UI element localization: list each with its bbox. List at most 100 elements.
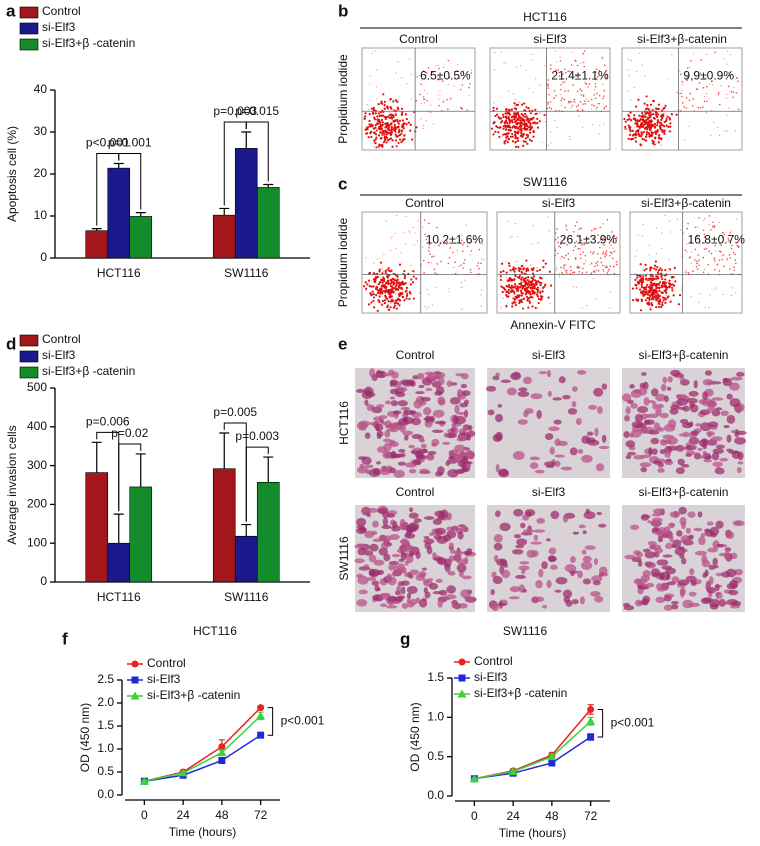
cell-dot bbox=[383, 135, 387, 138]
cell-dot bbox=[528, 282, 531, 284]
cell-dot bbox=[378, 288, 382, 291]
stained-cell bbox=[461, 575, 472, 580]
cell-dot bbox=[597, 234, 599, 236]
stained-cell bbox=[685, 453, 692, 457]
stained-cell bbox=[625, 440, 636, 448]
x-tick-label: 72 bbox=[584, 809, 598, 823]
error-bar bbox=[219, 207, 230, 216]
cell-dot bbox=[498, 117, 501, 120]
cell-dot bbox=[378, 114, 381, 118]
cell-dot bbox=[722, 293, 724, 296]
cell-dot bbox=[673, 266, 676, 269]
cell-dot bbox=[688, 74, 690, 76]
cell-dot bbox=[526, 125, 529, 128]
cell-dot bbox=[526, 135, 529, 139]
x-tick-label: 0 bbox=[471, 809, 478, 823]
cell-dot bbox=[688, 257, 691, 259]
stained-cell bbox=[490, 589, 495, 596]
cell-dot bbox=[557, 252, 559, 255]
cell-dot bbox=[560, 83, 563, 86]
cell-dot bbox=[643, 288, 646, 291]
legend-swatch bbox=[19, 6, 39, 19]
stained-cell bbox=[385, 373, 391, 377]
cell-dot bbox=[541, 299, 544, 301]
cell-dot bbox=[376, 300, 378, 302]
cell-dot bbox=[656, 271, 660, 274]
cell-dot bbox=[656, 130, 659, 133]
cell-dot bbox=[523, 128, 526, 131]
stained-cell bbox=[655, 393, 667, 402]
y-tick-label: 0 bbox=[40, 250, 47, 264]
cell-dot bbox=[595, 269, 597, 271]
stained-cell bbox=[706, 521, 714, 526]
cell-dot bbox=[569, 70, 571, 73]
cell-dot bbox=[646, 111, 649, 114]
cell-dot bbox=[525, 259, 528, 262]
cell-dot bbox=[395, 279, 398, 283]
cell-dot bbox=[712, 84, 714, 86]
cell-dot bbox=[482, 243, 484, 245]
stained-cell bbox=[425, 387, 433, 392]
cell-dot bbox=[534, 306, 537, 309]
panel-title: SW1116 bbox=[523, 175, 568, 189]
cell-dot bbox=[373, 262, 375, 264]
cell-dot bbox=[699, 293, 701, 295]
cell-dot bbox=[397, 281, 400, 284]
stained-cell bbox=[376, 569, 385, 576]
plot-label: Control bbox=[405, 196, 444, 210]
cell-dot bbox=[410, 278, 413, 281]
cell-dot bbox=[704, 95, 706, 98]
cell-dot bbox=[667, 295, 670, 298]
cell-dot bbox=[557, 69, 560, 71]
cell-dot bbox=[429, 253, 431, 255]
stained-cell bbox=[648, 447, 653, 456]
stained-cell bbox=[372, 467, 381, 475]
cell-dot bbox=[392, 282, 395, 285]
stained-cell bbox=[498, 601, 504, 609]
stained-cell bbox=[396, 585, 402, 594]
cell-dot bbox=[659, 281, 662, 284]
stained-cell bbox=[569, 447, 578, 456]
cell-dot bbox=[396, 100, 399, 104]
cell-dot bbox=[502, 116, 505, 119]
stained-cell bbox=[406, 592, 412, 600]
cell-dot bbox=[386, 127, 390, 131]
cell-dot bbox=[536, 269, 539, 273]
stained-cell bbox=[434, 527, 446, 536]
cell-dot bbox=[509, 129, 512, 132]
cell-dot bbox=[422, 96, 425, 98]
cell-dot bbox=[374, 287, 378, 290]
cell-dot bbox=[691, 105, 694, 107]
stained-cell bbox=[523, 410, 529, 418]
legend-swatch bbox=[19, 350, 39, 363]
cell-dot bbox=[507, 90, 510, 92]
cell-dot bbox=[643, 119, 646, 123]
stained-cell bbox=[651, 513, 662, 517]
cell-dot bbox=[395, 132, 397, 134]
stained-cell bbox=[447, 468, 459, 478]
cell-dot bbox=[703, 242, 705, 244]
legend-swatch bbox=[19, 334, 39, 347]
stained-cell bbox=[371, 374, 378, 381]
cell-dot bbox=[550, 142, 552, 144]
cell-dot bbox=[549, 101, 552, 103]
cell-dot bbox=[650, 297, 653, 301]
stained-cell bbox=[363, 564, 369, 568]
cell-dot bbox=[570, 101, 572, 103]
cell-dot bbox=[428, 246, 430, 249]
cell-dot bbox=[459, 287, 462, 289]
cell-dot bbox=[392, 127, 394, 129]
cell-dot bbox=[702, 106, 704, 108]
panel-label: a bbox=[6, 1, 16, 20]
stained-cell bbox=[718, 552, 727, 557]
cell-dot bbox=[371, 290, 374, 293]
cell-dot bbox=[384, 127, 386, 129]
marker bbox=[218, 743, 226, 751]
cell-dot bbox=[371, 124, 374, 127]
stained-cell bbox=[409, 507, 414, 513]
cell-dot bbox=[609, 307, 611, 309]
cell-dot bbox=[592, 124, 594, 126]
cell-dot bbox=[513, 130, 516, 133]
cell-dot bbox=[503, 133, 507, 136]
cell-dot bbox=[689, 256, 692, 258]
